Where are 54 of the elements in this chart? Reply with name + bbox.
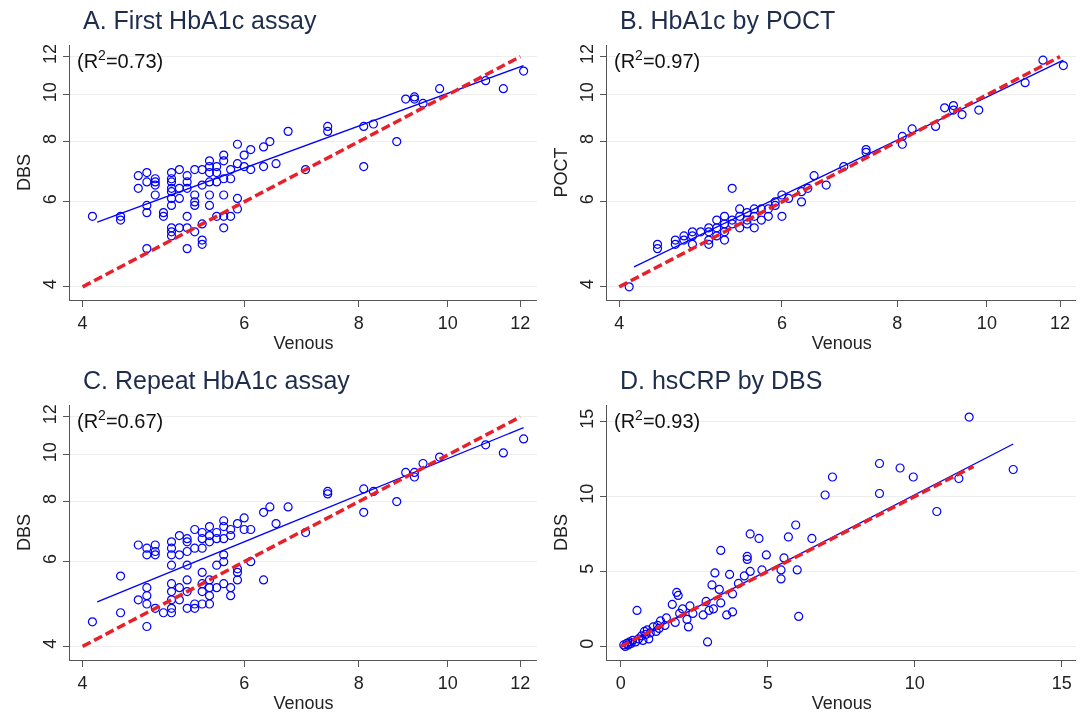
x-tick-label: 4 xyxy=(77,312,88,333)
annotation: (R$^{2}$=0.93) xyxy=(614,407,701,433)
x-tick-label: 6 xyxy=(776,312,787,333)
x-tick-label: 8 xyxy=(353,312,364,333)
y-tick-label: 15 xyxy=(576,408,597,429)
y-tick-label: 12 xyxy=(40,43,61,64)
annotation: (R$^{2}$=0.97) xyxy=(614,47,701,73)
x-tick-label: 8 xyxy=(892,312,903,333)
x-tick-label: 4 xyxy=(614,312,625,333)
y-tick-label: 6 xyxy=(576,194,597,205)
x-axis-title: Venous xyxy=(273,692,334,713)
y-tick-label: 0 xyxy=(576,638,597,649)
x-axis-title: Venous xyxy=(811,692,872,713)
x-axis-title: Venous xyxy=(273,333,334,354)
x-tick-label: 6 xyxy=(239,312,250,333)
x-tick-label: 0 xyxy=(615,672,626,693)
y-tick-label: 6 xyxy=(40,554,61,565)
x-tick-label: 12 xyxy=(510,312,531,333)
x-tick-label: 12 xyxy=(510,672,531,693)
y-tick-label: 8 xyxy=(40,493,61,504)
y-tick-label: 10 xyxy=(40,442,61,463)
y-tick-label: 4 xyxy=(40,638,61,649)
x-tick-label: 6 xyxy=(239,672,250,693)
x-tick-label: 4 xyxy=(77,672,88,693)
x-tick-label: 10 xyxy=(437,312,458,333)
y-tick-label: 4 xyxy=(576,279,597,290)
y-axis-title: POCT xyxy=(551,147,572,198)
x-tick-label: 8 xyxy=(353,672,364,693)
x-tick-label: 10 xyxy=(976,312,997,333)
y-tick-label: 8 xyxy=(40,133,61,144)
y-tick-label: 8 xyxy=(576,133,597,144)
x-tick-label: 12 xyxy=(1050,312,1071,333)
y-axis-title: DBS xyxy=(14,154,35,192)
y-tick-label: 10 xyxy=(576,483,597,504)
chart-title: D. hsCRP by DBS xyxy=(620,366,823,394)
chart-title: A. First HbA1c assay xyxy=(83,6,317,34)
y-tick-label: 5 xyxy=(576,563,597,574)
x-tick-label: 15 xyxy=(1051,672,1072,693)
y-tick-label: 4 xyxy=(40,279,61,290)
y-tick-label: 6 xyxy=(40,194,61,205)
y-axis-title: DBS xyxy=(551,513,572,551)
y-tick-label: 10 xyxy=(576,82,597,103)
x-axis-title: Venous xyxy=(811,333,872,354)
y-tick-label: 12 xyxy=(576,43,597,64)
annotation: (R$^{2}$=0.73) xyxy=(77,47,164,73)
annotation: (R$^{2}$=0.67) xyxy=(77,407,164,433)
y-tick-label: 10 xyxy=(40,82,61,103)
x-tick-label: 10 xyxy=(904,672,925,693)
y-tick-label: 12 xyxy=(40,404,61,425)
chart-title: B. HbA1c by POCT xyxy=(620,6,836,34)
y-axis-title: DBS xyxy=(14,513,35,551)
x-tick-label: 10 xyxy=(437,672,458,693)
chart-title: C. Repeat HbA1c assay xyxy=(83,366,351,394)
x-tick-label: 5 xyxy=(762,672,773,693)
